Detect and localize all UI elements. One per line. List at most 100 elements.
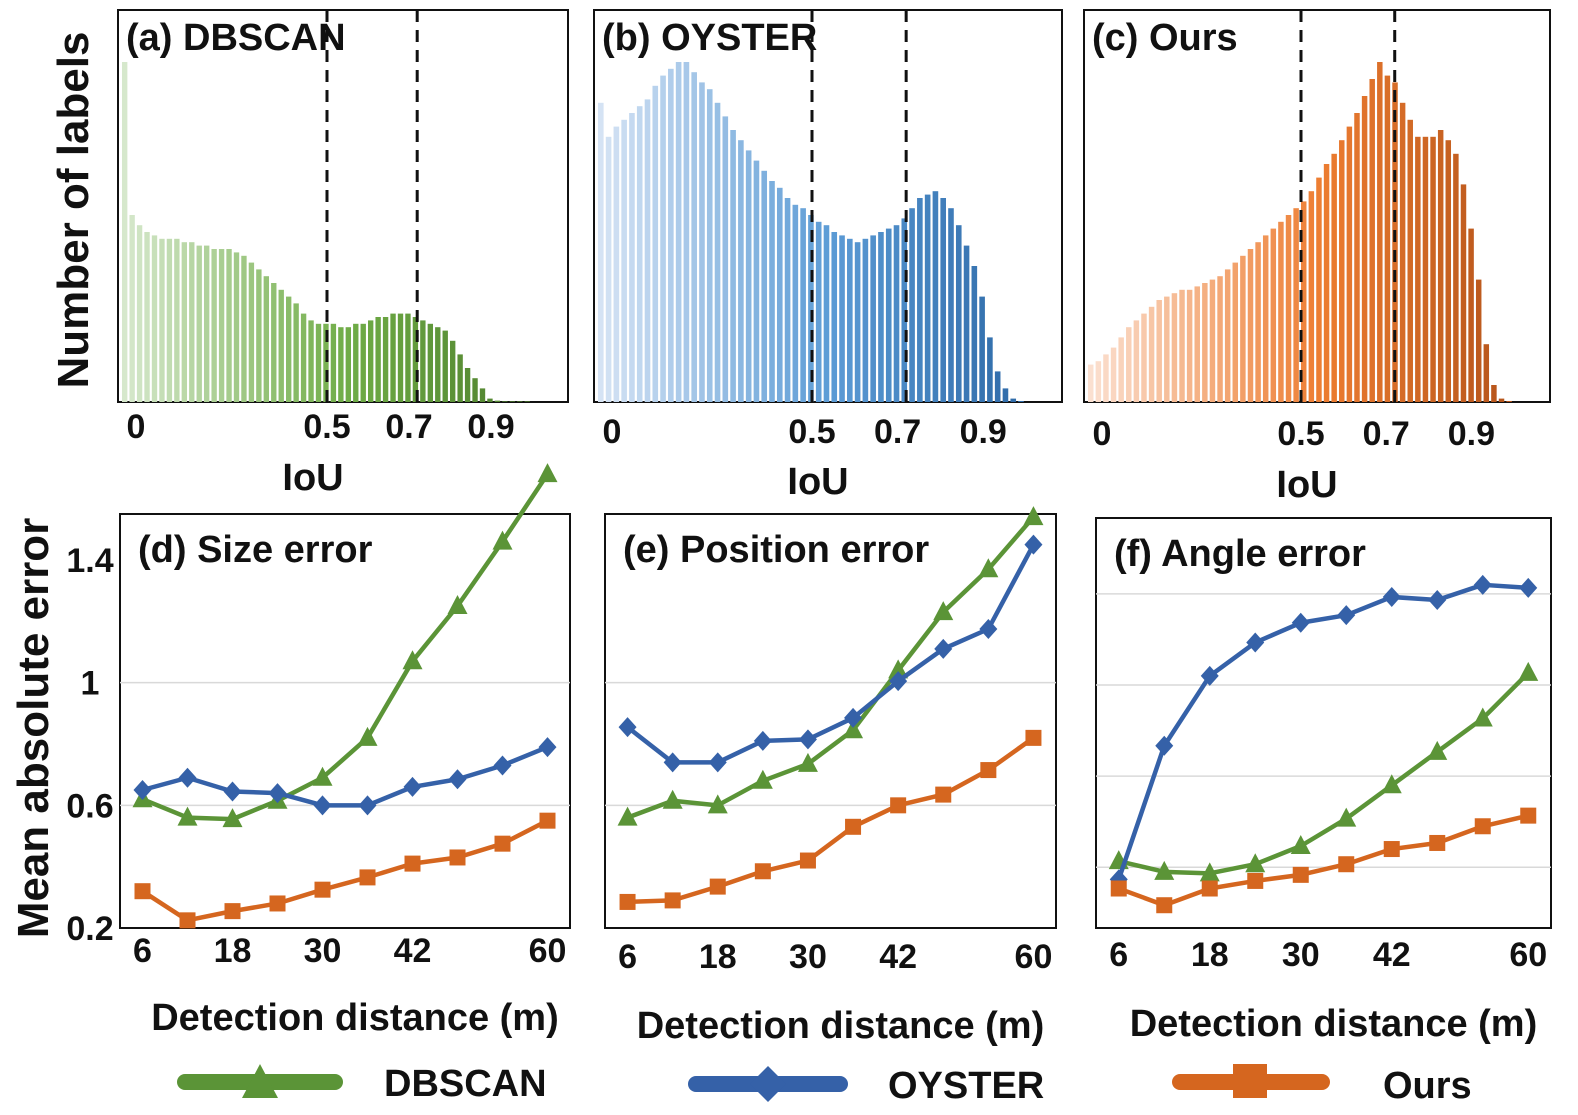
histogram-bar [878, 232, 884, 402]
data-point-triangle [402, 650, 423, 670]
plot-frame [604, 513, 1057, 929]
histogram-bar [435, 327, 441, 402]
panel-title: (f) Angle error [1114, 533, 1366, 575]
series-line-ours [627, 736, 1035, 905]
histogram-bar [714, 102, 721, 403]
histogram-bar [472, 378, 478, 402]
histogram-bar [1010, 398, 1017, 402]
x-tick-label: 18 [214, 932, 252, 970]
data-point-square [980, 762, 997, 779]
histogram-bar [1255, 242, 1261, 402]
data-point-square [179, 912, 196, 929]
x-tick-label: 30 [1282, 936, 1320, 974]
histogram-bar [815, 221, 822, 402]
histogram-bar [1224, 269, 1231, 402]
panel-title: (d) Size error [138, 529, 373, 571]
histogram-bar [517, 401, 523, 402]
data-point-square [1383, 841, 1400, 858]
data-point-triangle [1336, 807, 1357, 827]
data-point-square [619, 893, 636, 910]
histogram-bar [248, 262, 255, 402]
data-point-diamond [268, 783, 287, 804]
histogram-bar [1483, 344, 1490, 402]
histogram-bar [286, 296, 292, 402]
panel-title: (c) Ours [1092, 17, 1238, 59]
data-point-diamond [403, 776, 422, 797]
data-point-square [709, 878, 726, 895]
data-point-square [1025, 729, 1042, 746]
x-axis-label: Detection distance (m) [151, 997, 559, 1039]
histogram-bar [784, 198, 791, 402]
histogram-bar [955, 225, 962, 402]
histogram-bar [1369, 79, 1375, 402]
histogram-bar [847, 238, 853, 402]
histogram-bar [668, 68, 674, 403]
data-point-square [1156, 897, 1173, 914]
data-point-diamond [889, 671, 908, 692]
histogram-bar [1346, 126, 1353, 402]
data-point-diamond [1155, 735, 1174, 756]
histogram-bar [181, 242, 188, 402]
histogram-bar [211, 249, 217, 402]
histogram-bar [382, 317, 389, 402]
histogram-bar [963, 245, 970, 402]
data-point-square [845, 818, 862, 835]
data-point-triangle [933, 601, 954, 621]
series-line-oyster [141, 744, 549, 808]
histogram-bar [839, 235, 845, 402]
histogram-bar [1171, 293, 1178, 402]
histogram-bar [994, 371, 1001, 402]
hist-y-axis-label: Number of labels [49, 32, 98, 389]
histogram-bar [375, 317, 381, 402]
histogram-bar [1133, 320, 1140, 402]
histogram-bar [509, 401, 516, 402]
histogram-bar [1148, 306, 1155, 402]
histogram-bar [1088, 364, 1094, 402]
histogram-bar [893, 225, 900, 402]
data-point-square [269, 895, 286, 912]
histogram-bar [1460, 184, 1467, 402]
histogram-bar [412, 317, 419, 402]
data-point-square [494, 835, 511, 852]
panel-title: (b) OYSTER [602, 17, 817, 59]
legend-square-marker [1233, 1064, 1267, 1098]
x-tick-label: 30 [304, 932, 342, 970]
x-axis-label: Detection distance (m) [637, 1005, 1045, 1047]
data-point-diamond [663, 752, 682, 773]
histogram-bar [464, 368, 471, 402]
histogram-bar [699, 82, 705, 403]
data-point-diamond [1291, 612, 1310, 633]
histogram-bar [241, 255, 247, 402]
data-point-square [664, 892, 681, 909]
histogram-bar [1293, 208, 1299, 402]
histogram-bar [979, 296, 985, 402]
histogram-bar [1491, 385, 1497, 402]
histogram-bar [1194, 286, 1200, 402]
histogram-bar [218, 249, 225, 402]
histogram-bar [706, 89, 713, 402]
histogram-bar [189, 242, 195, 402]
x-axis-label: IoU [787, 461, 848, 503]
histogram-bar [1422, 136, 1429, 403]
histogram-bar [1506, 400, 1512, 402]
histogram-bar [427, 323, 434, 402]
histogram-bar [1156, 300, 1162, 402]
histogram-bar [870, 235, 876, 402]
histogram-bar [457, 354, 463, 402]
x-tick-label: 0.5 [1277, 415, 1324, 453]
x-tick-label: 60 [1015, 938, 1053, 976]
histogram-bar [1323, 164, 1330, 402]
histogram-bar [613, 126, 620, 402]
histogram-bar [166, 238, 173, 402]
histogram-bar [122, 62, 128, 402]
x-tick-label: 0.5 [303, 408, 350, 446]
data-point-square [134, 883, 151, 900]
series-line-dbscan [141, 472, 550, 822]
histogram-bar [652, 85, 659, 403]
data-point-diamond [1473, 574, 1492, 595]
histogram-bar [745, 150, 752, 402]
data-point-square [1201, 880, 1218, 897]
legend: DBSCAN OYSTER Ours [177, 1063, 1472, 1107]
histogram-bar [1407, 119, 1413, 403]
histogram-bar [1209, 279, 1216, 402]
